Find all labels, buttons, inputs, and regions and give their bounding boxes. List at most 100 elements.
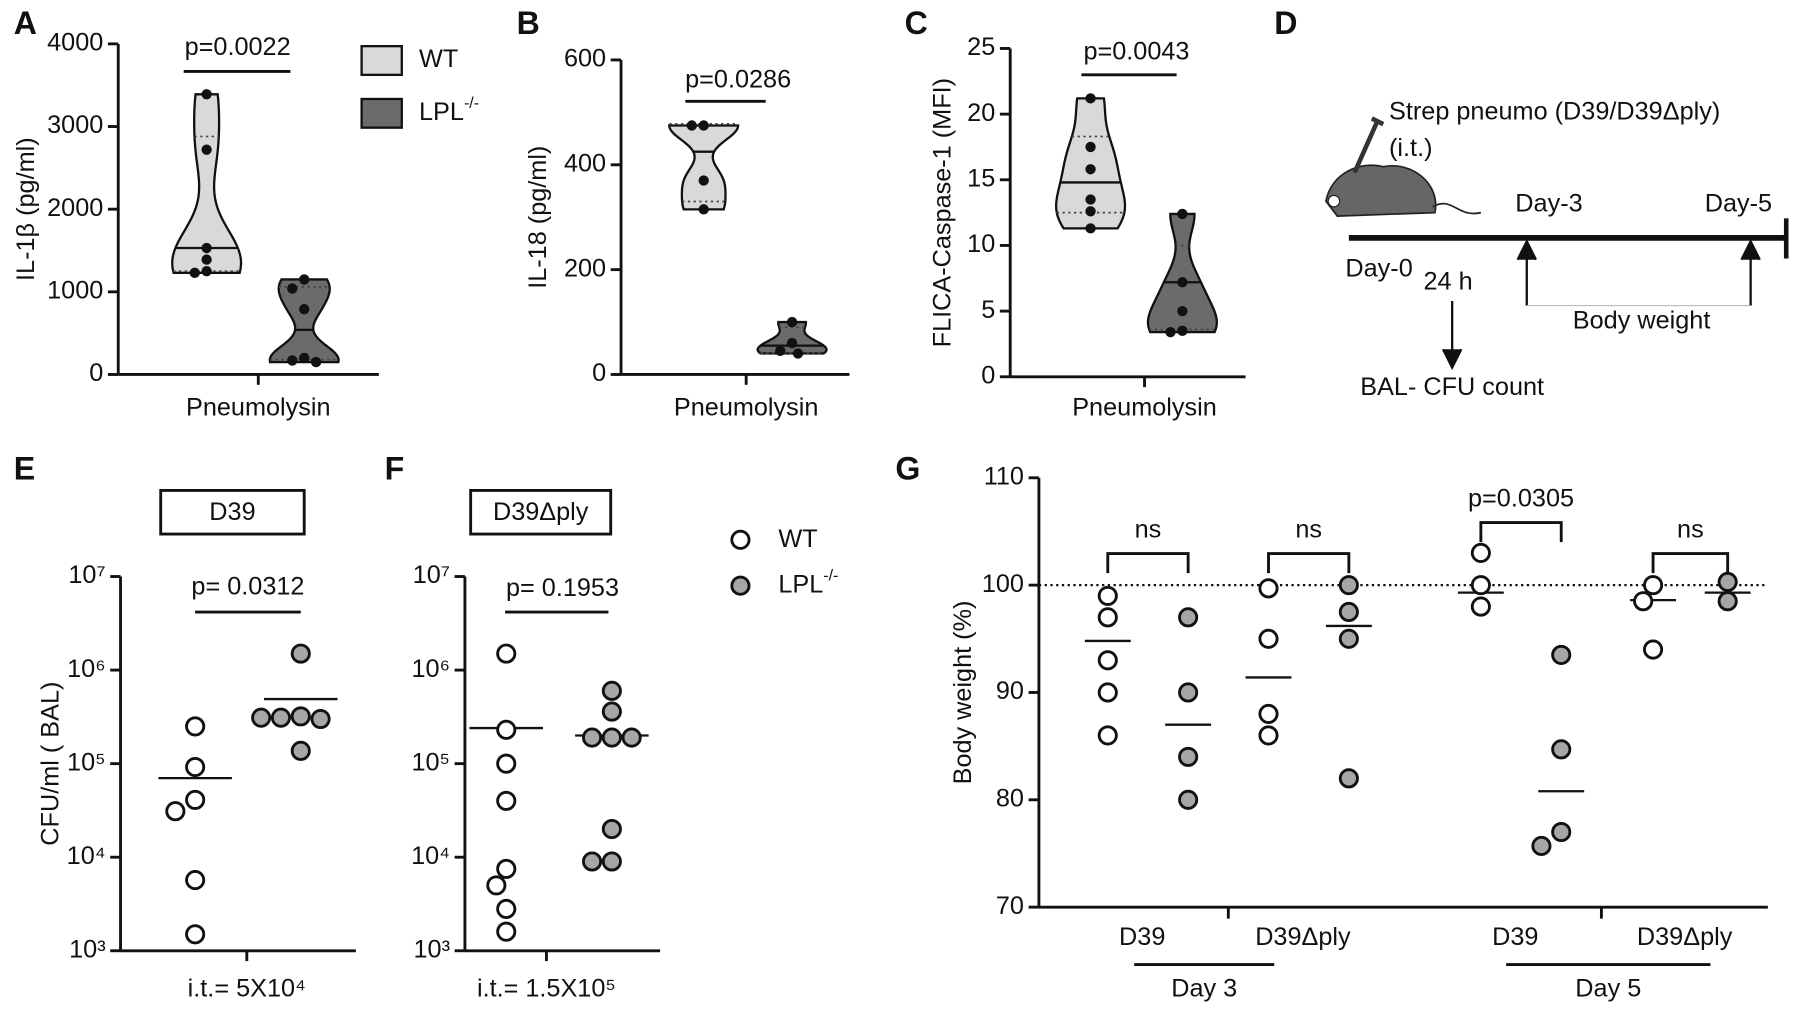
data-point [1178,746,1199,767]
legend-label: LPL-/- [419,94,479,125]
data-point [496,753,517,774]
data-point [1097,650,1118,671]
legend-sup: -/- [823,567,838,585]
data-point [698,120,709,131]
readout: Body weight [1573,306,1711,334]
data-point [185,924,206,945]
data-point [582,727,603,748]
title-box [469,488,613,536]
data-point [1085,164,1096,175]
panel-label: B [517,5,540,41]
data-point [1551,821,1572,843]
data-point [775,345,786,357]
y-tick-label: 1000 [47,277,103,305]
p-value: p=0.0022 [185,33,291,61]
violin [1146,212,1218,334]
x-tick-label: Pneumolysin [674,394,819,422]
route: (i.t.) [1389,134,1432,162]
data-point [1551,644,1572,665]
x-tick-label: i.t.= 1.5X10⁵ [477,974,616,1002]
strain: Strep pneumo (D39/D39Δply) [1389,97,1720,125]
data-point [1531,835,1552,857]
day-label: Day-0 [1345,255,1412,283]
data-point [1338,575,1359,596]
data-point [496,790,517,811]
y-tick-label: 400 [564,149,606,177]
data-point [201,254,212,265]
y-tick-label: 15 [967,164,995,192]
data-point [287,355,298,366]
y-tick-label: 10³ [414,935,451,963]
data-point [1470,575,1491,596]
legend-swatch [730,529,751,550]
y-axis-label: IL-1β (pg/ml) [12,137,40,281]
data-point [496,898,517,919]
p-value: p= 0.1953 [506,574,619,602]
arrow-down [1441,301,1463,371]
data-point [189,267,200,278]
legend-label: WT [419,45,458,73]
y-tick-label: 10⁴ [411,842,450,870]
comparison-bracket [1267,552,1351,574]
readout: BAL- CFU count [1360,373,1544,401]
data-point [1258,703,1279,724]
group-label: Day 5 [1575,974,1641,1002]
data-point [1085,141,1096,153]
x-tick-label: i.t.= 5X10⁴ [188,974,306,1002]
data-point [165,801,186,822]
comparison-label: ns [1135,515,1162,543]
legend-name: LPL [419,97,464,125]
data-point [1258,725,1279,746]
group-label: Day 3 [1171,974,1237,1002]
comparison-bracket [1651,552,1730,574]
data-point [1085,223,1096,234]
data-point [1097,585,1118,606]
y-tick-label: 110 [984,462,1024,490]
y-tick-label: 10⁴ [67,842,106,870]
data-point [601,701,622,722]
data-point [601,818,622,840]
data-point [1177,277,1188,288]
legend-name: WT [419,45,458,73]
y-tick-label: 10³ [69,935,106,963]
data-point [1178,682,1199,703]
data-point [1633,591,1654,612]
x-tick-label: D39Δply [1255,923,1351,951]
data-point [792,348,804,359]
y-tick-label: 80 [996,784,1024,812]
legend-sup: -/- [464,94,479,112]
syringe [1352,116,1385,174]
data-point [698,204,709,215]
y-axis-label: CFU/ml ( BAL) [36,682,64,846]
panel-title: D39Δply [493,498,589,526]
data-point [1097,682,1118,703]
data-point [1085,93,1096,104]
data-point [1470,542,1491,563]
y-tick-label: 2000 [47,194,103,222]
y-axis-label: Body weight (%) [949,601,977,785]
legend-swatch [360,45,403,77]
mouse [1324,164,1437,217]
data-point [486,875,507,896]
data-point [270,707,292,728]
data-point [1717,571,1738,592]
day-label: Day-5 [1705,189,1772,217]
y-tick-label: 0 [592,359,606,387]
data-point [601,680,622,701]
data-point [496,719,517,740]
x-tick-label: D39 [1492,923,1538,951]
comparison-label: ns [1295,515,1322,543]
legend-label: LPL-/- [778,567,838,598]
data-point [1717,591,1738,612]
y-tick-label: 3000 [47,111,103,139]
x-tick-label: D39Δply [1637,923,1733,951]
y-tick-label: 10⁷ [413,561,450,589]
legend-name: WT [778,524,817,552]
p-value: p=0.0286 [685,65,791,93]
mouse-eye [1327,194,1341,208]
x-tick-label: Pneumolysin [1072,394,1217,422]
y-tick-label: 5 [981,296,995,324]
data-point [287,283,298,294]
data-point [1177,305,1188,317]
